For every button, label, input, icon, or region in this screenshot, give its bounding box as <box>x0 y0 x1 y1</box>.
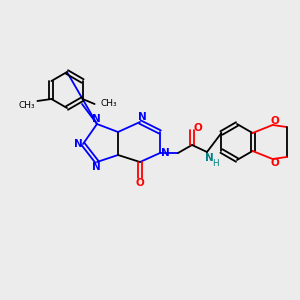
Text: O: O <box>194 123 202 133</box>
Text: N: N <box>138 112 146 122</box>
Text: O: O <box>270 116 279 126</box>
Text: O: O <box>136 178 144 188</box>
Text: CH₃: CH₃ <box>19 100 35 109</box>
Text: N: N <box>205 153 213 163</box>
Text: CH₃: CH₃ <box>100 100 117 109</box>
Text: N: N <box>74 139 82 149</box>
Text: H: H <box>212 160 218 169</box>
Text: N: N <box>92 114 100 124</box>
Text: N: N <box>92 162 100 172</box>
Text: O: O <box>270 158 279 168</box>
Text: N: N <box>160 148 169 158</box>
